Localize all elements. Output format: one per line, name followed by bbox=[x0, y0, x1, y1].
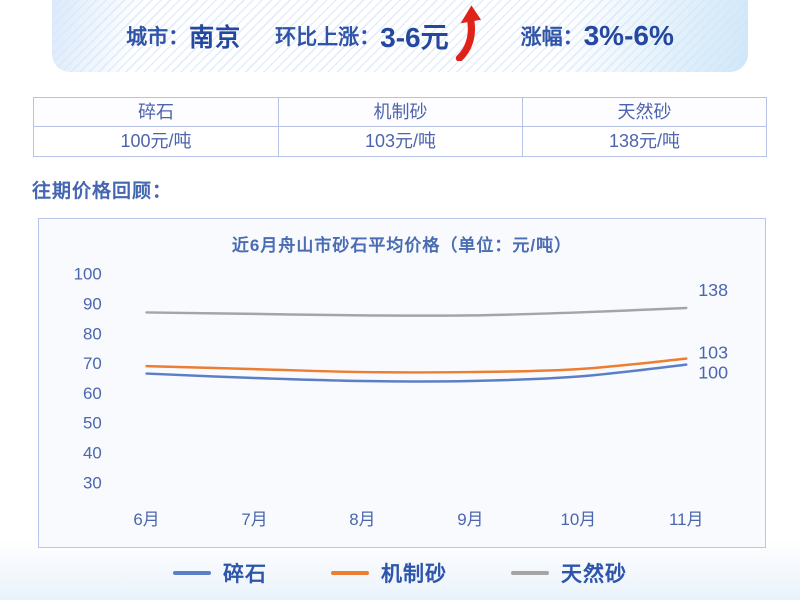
y-tick-label: 60 bbox=[83, 384, 102, 403]
legend-label: 机制砂 bbox=[381, 563, 447, 586]
legend-item: 碎石 bbox=[173, 558, 267, 588]
price-table-value-cell: 138元/吨 bbox=[522, 127, 766, 156]
arrow-head bbox=[460, 5, 481, 24]
legend-label: 天然砂 bbox=[561, 563, 627, 586]
y-tick-label: 50 bbox=[83, 414, 102, 433]
current-price-table: 碎石 机制砂 天然砂 100元/吨 103元/吨 138元/吨 bbox=[33, 97, 767, 157]
y-tick-label: 90 bbox=[83, 294, 102, 313]
mom-increase-value: 3-6元 bbox=[380, 22, 449, 53]
x-tick-label: 7月 bbox=[241, 510, 267, 529]
city-label: 城市： bbox=[126, 26, 190, 49]
x-tick-label: 9月 bbox=[457, 510, 483, 529]
series-line-机制砂 bbox=[145, 357, 688, 374]
legend-item: 天然砂 bbox=[511, 558, 627, 588]
price-table-value-cell: 100元/吨 bbox=[120, 131, 192, 151]
mom-increase-group: 环比上涨： 3-6元 bbox=[275, 5, 486, 62]
price-table-header-cell: 碎石 bbox=[34, 98, 278, 127]
price-table-header-cell: 天然砂 bbox=[522, 98, 766, 127]
legend-item: 机制砂 bbox=[331, 558, 447, 588]
increase-rate-value: 3%-6% bbox=[583, 20, 674, 51]
series-end-label: 100 bbox=[698, 363, 728, 383]
legend-swatch bbox=[331, 571, 369, 575]
y-tick-label: 70 bbox=[83, 354, 102, 373]
legend-swatch bbox=[173, 571, 211, 575]
red-up-arrow-icon bbox=[451, 5, 487, 62]
city-group: 城市： 南京 bbox=[126, 18, 241, 54]
price-history-chart-panel: 100 90 80 70 60 50 40 30 6月 7月 8月 9月 10月 11月 100 103 138… bbox=[38, 218, 766, 548]
x-tick-label: 8月 bbox=[349, 510, 375, 529]
series-line-天然砂 bbox=[145, 306, 688, 317]
series-end-label: 138 bbox=[698, 280, 728, 300]
price-table-value-cell: 103元/吨 bbox=[278, 127, 522, 156]
y-tick-label: 100 bbox=[74, 265, 102, 284]
arrow-tail bbox=[455, 17, 475, 62]
series-line-碎石 bbox=[145, 363, 688, 383]
legend-swatch bbox=[511, 571, 549, 575]
series-end-label: 103 bbox=[698, 343, 728, 363]
summary-header-card: 城市： 南京 环比上涨： 3-6元 涨幅： 3%-6% bbox=[52, 0, 748, 72]
x-tick-label: 11月 bbox=[669, 510, 703, 529]
chart-legend: 碎石 机制砂 天然砂 bbox=[0, 558, 800, 588]
legend-label: 碎石 bbox=[223, 563, 267, 586]
y-tick-label: 80 bbox=[83, 324, 102, 343]
y-tick-label: 30 bbox=[83, 473, 102, 492]
increase-rate-group: 涨幅： 3%-6% bbox=[521, 20, 674, 52]
x-tick-label: 10月 bbox=[560, 510, 596, 529]
history-section-title: 往期价格回顾： bbox=[32, 181, 173, 202]
city-value: 南京 bbox=[189, 24, 242, 52]
x-tick-label: 6月 bbox=[133, 510, 159, 529]
price-table-header-cell: 机制砂 bbox=[278, 98, 522, 127]
mom-increase-label: 环比上涨： bbox=[275, 26, 381, 49]
y-tick-label: 40 bbox=[83, 444, 102, 463]
increase-rate-label: 涨幅： bbox=[520, 26, 584, 49]
